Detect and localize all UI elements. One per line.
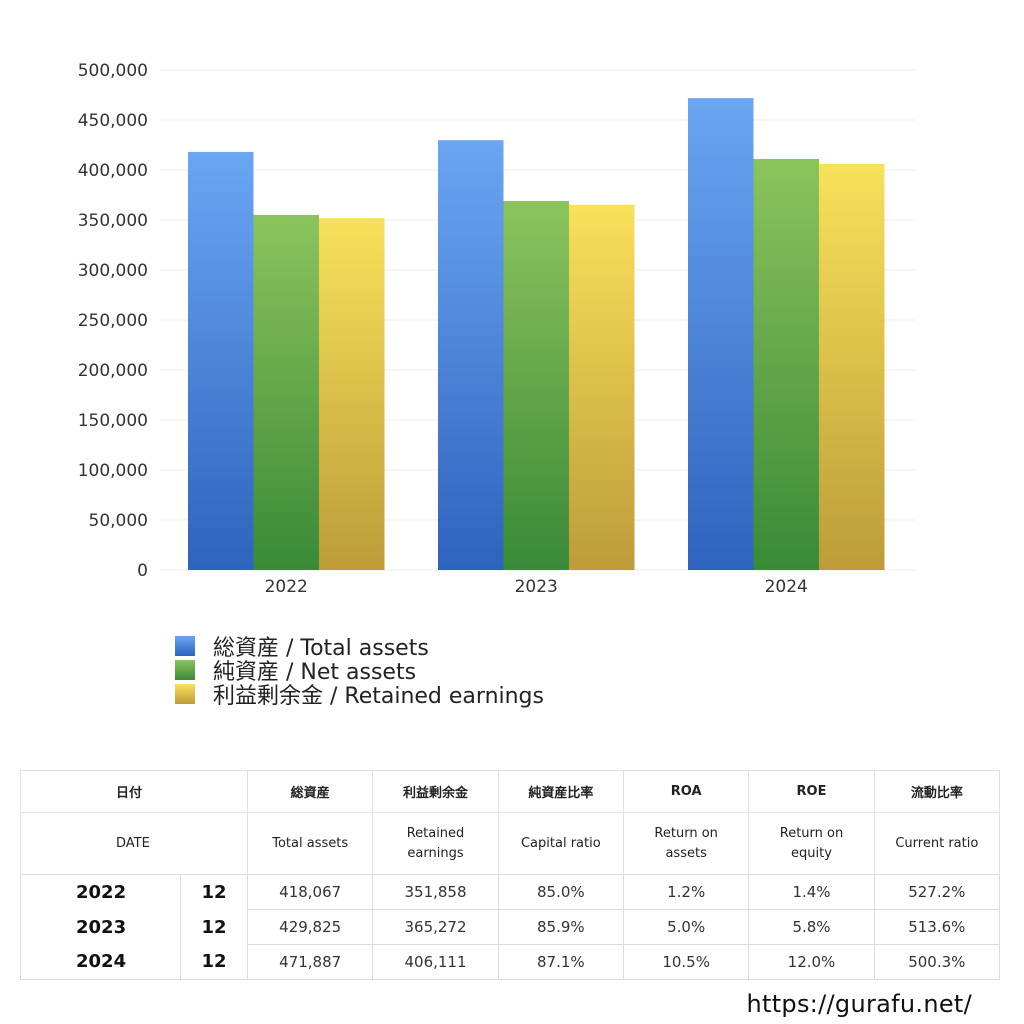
cell-roa: 10.5% [622,944,750,980]
cell-capital-ratio: 85.9% [497,909,625,945]
bar-net-assets-2023 [503,201,569,570]
cell-roa: 5.0% [622,909,750,945]
cell-roe: 12.0% [748,944,875,980]
bar-total-assets-2023 [438,140,504,571]
y-tick-label: 200,000 [78,361,148,381]
cell-retained-earnings: 406,111 [372,944,499,980]
cell-current-ratio: 500.3% [873,944,1001,980]
bar-chart: 0 50,000 100,000 150,000 200,000 250,000 300,0… [78,61,915,597]
table-header-jp: 日付 総資産 利益剰余金 純資産比率 ROA ROE 流動比率 [19,770,1001,813]
header-retained-earnings-en: Retained earnings [372,812,499,875]
legend-label-retained-earnings: 利益剰余金 / Retained earnings [213,684,544,709]
cell-roe: 1.4% [748,874,875,910]
header-total-assets-jp: 総資産 [247,770,374,813]
row-month: 12 [179,944,249,980]
header-capital-ratio-jp: 純資産比率 [497,770,625,813]
bar-total-assets-2024 [688,98,754,570]
cell-capital-ratio: 87.1% [497,944,625,980]
legend-label-total-assets: 総資産 / Total assets [213,636,429,661]
header-date-jp: 日付 [19,770,249,813]
bar-total-assets-2022 [188,151,254,571]
cell-capital-ratio: 85.0% [497,874,625,910]
chart-legend: 総資産 / Total assets 純資産 / Net assets 利益剰余… [175,634,544,709]
table-row: 2022 12 418,067 351,858 85.0% 1.2% 1.4% … [20,874,1001,910]
y-tick-label: 0 [137,561,148,581]
cell-total-assets: 471,887 [247,944,374,980]
header-capital-ratio-en: Capital ratio [497,812,625,875]
row-year: 2023 [20,909,181,945]
bar-net-assets-2022 [253,215,319,570]
bar-net-assets-2024 [753,159,819,570]
legend-label-net-assets: 純資産 / Net assets [213,660,417,685]
table-row: 2024 12 471,887 406,111 87.1% 10.5% 12.0… [20,944,1001,980]
legend-item-net-assets: 純資産 / Net assets [175,658,544,685]
bar-retained-earnings-2023 [569,204,635,570]
header-roe-jp: ROE [748,770,875,813]
header-retained-earnings-jp: 利益剰余金 [372,770,499,813]
legend-item-total-assets: 総資産 / Total assets [175,634,544,661]
y-tick-label: 300,000 [78,261,148,281]
header-current-ratio-en: Current ratio [873,812,1001,875]
cell-current-ratio: 513.6% [873,909,1001,945]
cell-retained-earnings: 351,858 [372,874,499,910]
legend-item-retained-earnings: 利益剰余金 / Retained earnings [175,682,544,709]
y-tick-label: 50,000 [89,511,148,531]
header-roe-en: Return on equity [748,812,875,875]
site-url[interactable]: https://gurafu.net/ [746,990,972,1018]
table-row: 2023 12 429,825 365,272 85.9% 5.0% 5.8% … [20,909,1001,945]
cell-roe: 5.8% [748,909,875,945]
cell-total-assets: 429,825 [247,909,374,945]
header-roa-jp: ROA [622,770,750,813]
legend-swatch-total-assets [175,636,195,656]
legend-swatch-retained-earnings [175,684,195,704]
x-tick-label: 2023 [515,577,558,597]
x-tick-label: 2024 [765,577,808,597]
row-month: 12 [179,874,249,910]
legend-swatch-net-assets [175,660,195,680]
header-current-ratio-jp: 流動比率 [873,770,1001,813]
row-year: 2022 [20,874,181,910]
y-tick-label: 150,000 [78,411,148,431]
header-date-en: DATE [19,812,249,875]
row-year: 2024 [20,944,181,980]
y-tick-label: 400,000 [78,161,148,181]
y-tick-label: 500,000 [78,61,148,81]
table-header-en: DATE Total assets Retained earnings Capi… [19,812,1001,875]
bar-retained-earnings-2024 [819,163,885,570]
bar-retained-earnings-2022 [319,218,385,570]
header-roa-en: Return on assets [622,812,750,875]
header-total-assets-en: Total assets [247,812,374,875]
row-month: 12 [179,909,249,945]
y-tick-label: 100,000 [78,461,148,481]
y-tick-label: 250,000 [78,311,148,331]
cell-total-assets: 418,067 [247,874,374,910]
cell-retained-earnings: 365,272 [372,909,499,945]
cell-current-ratio: 527.2% [873,874,1001,910]
financial-metrics-table: 日付 総資産 利益剰余金 純資産比率 ROA ROE 流動比率 DATE Tot… [19,770,1001,980]
y-tick-label: 350,000 [78,211,148,231]
cell-roa: 1.2% [622,874,750,910]
y-tick-label: 450,000 [78,111,148,131]
x-tick-label: 2022 [265,577,308,597]
